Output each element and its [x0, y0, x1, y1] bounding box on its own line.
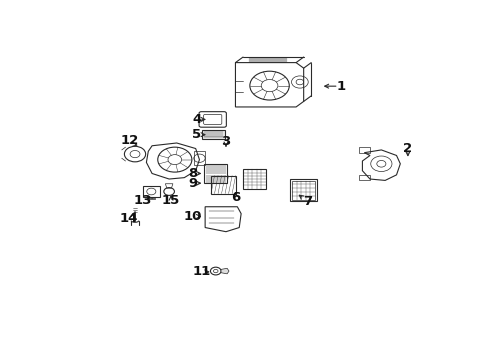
Polygon shape	[202, 130, 224, 139]
Text: 1: 1	[336, 80, 346, 93]
Text: 8: 8	[188, 167, 197, 180]
Text: 11: 11	[192, 265, 210, 278]
Text: 7: 7	[302, 195, 311, 208]
Text: 9: 9	[188, 177, 197, 190]
Text: 12: 12	[121, 134, 139, 147]
Text: 14: 14	[119, 212, 138, 225]
Text: 10: 10	[183, 210, 202, 223]
Polygon shape	[221, 268, 228, 274]
Text: 3: 3	[221, 135, 230, 148]
Text: 15: 15	[162, 194, 180, 207]
Text: 13: 13	[133, 194, 151, 207]
Text: 6: 6	[230, 190, 240, 203]
Text: 4: 4	[192, 113, 201, 126]
Text: 5: 5	[192, 128, 201, 141]
Text: 2: 2	[403, 142, 411, 155]
